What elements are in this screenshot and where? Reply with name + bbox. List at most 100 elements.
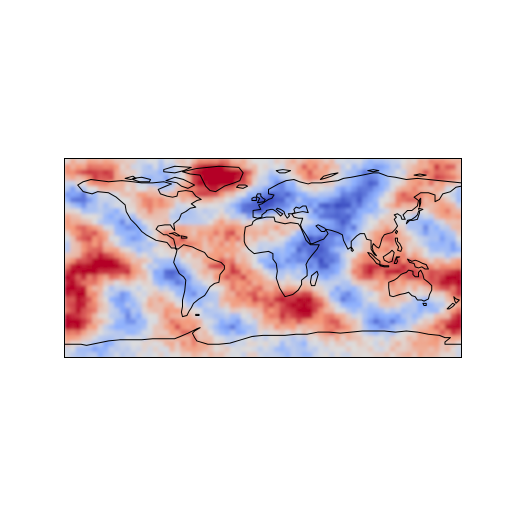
field-cell — [130, 307, 137, 314]
field-cell — [439, 307, 446, 314]
field-cell — [384, 169, 391, 176]
field-cell — [147, 351, 154, 358]
field-cell — [400, 302, 407, 309]
field-cell — [97, 241, 104, 248]
field-cell — [257, 329, 264, 336]
field-cell — [433, 202, 441, 209]
field-cell — [378, 324, 385, 331]
field-cell — [86, 252, 93, 259]
field-cell — [147, 241, 154, 248]
field-cell — [279, 202, 286, 209]
field-cell — [207, 169, 214, 176]
field-cell — [119, 263, 126, 270]
field-cell — [169, 274, 176, 281]
field-cell — [318, 285, 325, 292]
field-cell — [103, 213, 110, 220]
field-cell — [141, 241, 148, 248]
field-cell — [119, 235, 126, 243]
field-cell — [378, 230, 385, 237]
field-cell — [268, 202, 275, 209]
field-cell — [224, 280, 231, 287]
field-cell — [75, 241, 82, 248]
field-cell — [224, 307, 231, 314]
field-cell — [224, 241, 231, 248]
field-cell — [378, 169, 385, 176]
field-cell — [329, 208, 336, 215]
field-cell — [400, 230, 407, 237]
field-cell — [268, 219, 275, 226]
field-cell — [103, 258, 110, 265]
field-cell — [207, 219, 214, 226]
field-cell — [439, 302, 446, 309]
field-cell — [251, 263, 259, 270]
field-cell — [207, 208, 214, 215]
field-cell — [351, 263, 358, 270]
field-cell — [307, 175, 314, 182]
field-cell — [92, 164, 99, 171]
field-cell — [411, 274, 418, 281]
field-cell — [312, 285, 319, 292]
field-cell — [422, 340, 430, 348]
field-cell — [103, 208, 110, 215]
field-cell — [174, 274, 181, 281]
field-cell — [433, 191, 441, 198]
field-cell — [274, 351, 281, 358]
field-cell — [119, 324, 126, 331]
field-cell — [444, 246, 452, 254]
field-cell — [268, 208, 275, 215]
field-cell — [75, 335, 82, 342]
field-cell — [307, 246, 314, 254]
field-cell — [86, 351, 93, 358]
field-cell — [378, 224, 385, 231]
field-cell — [400, 329, 407, 336]
field-cell — [229, 285, 237, 292]
field-cell — [345, 313, 352, 320]
field-cell — [240, 208, 248, 215]
field-cell — [86, 164, 93, 171]
field-cell — [433, 213, 441, 220]
field-cell — [257, 258, 264, 265]
field-cell — [279, 208, 286, 215]
field-cell — [395, 224, 402, 231]
field-cell — [389, 191, 396, 198]
field-cell — [196, 241, 203, 248]
field-cell — [180, 235, 187, 243]
field-cell — [422, 346, 430, 353]
field-cell — [268, 296, 275, 303]
field-cell — [356, 169, 363, 176]
field-cell — [218, 335, 225, 342]
field-cell — [218, 296, 225, 303]
field-cell — [174, 291, 181, 298]
field-cell — [406, 186, 413, 193]
field-cell — [422, 191, 430, 198]
field-cell — [207, 269, 214, 276]
field-cell — [351, 191, 358, 198]
field-cell — [103, 224, 110, 231]
field-cell — [356, 186, 363, 193]
field-cell — [246, 280, 253, 287]
field-cell — [108, 208, 115, 215]
field-cell — [70, 191, 77, 198]
field-cell — [251, 269, 259, 276]
field-cell — [290, 313, 297, 320]
field-cell — [422, 280, 430, 287]
field-cell — [229, 346, 237, 353]
field-cell — [356, 224, 363, 231]
field-cell — [103, 197, 110, 204]
field-cell — [362, 213, 369, 220]
field-cell — [378, 180, 385, 187]
field-cell — [455, 202, 462, 209]
field-cell — [400, 197, 407, 204]
field-cell — [196, 224, 203, 231]
field-cell — [152, 186, 159, 193]
field-cell — [340, 302, 347, 309]
field-cell — [185, 258, 192, 265]
field-cell — [263, 191, 270, 198]
field-cell — [257, 197, 264, 204]
field-cell — [406, 208, 413, 215]
field-cell — [345, 285, 352, 292]
field-cell — [345, 346, 352, 353]
field-cell — [191, 213, 198, 220]
field-cell — [97, 291, 104, 298]
field-cell — [428, 219, 435, 226]
